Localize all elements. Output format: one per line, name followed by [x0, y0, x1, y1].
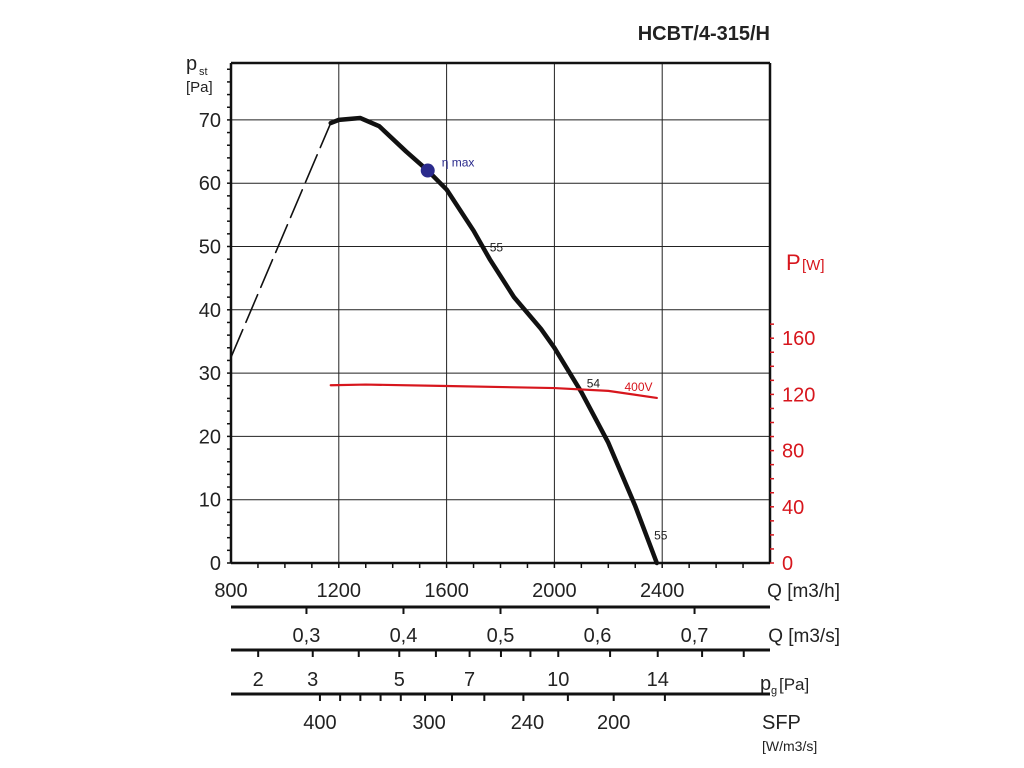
annotation-label: 54 [587, 377, 601, 391]
scale-label-pg: 7 [464, 669, 475, 691]
annotation-eta-max: η max [442, 156, 475, 170]
scale-label-q-m3s: 0,7 [681, 625, 709, 647]
scale-label-pg: 10 [547, 669, 569, 691]
y-tick-label: 40 [199, 300, 221, 322]
y-tick-label: 10 [199, 490, 221, 512]
y2-tick-label: 120 [782, 384, 815, 406]
scale-label-pg: 3 [307, 669, 318, 691]
x-tick-label: 2400 [640, 580, 685, 602]
y2-axis-label: P [786, 250, 801, 275]
scale-label-q-m3s: 0,4 [390, 625, 418, 647]
scale-label-q-m3s: 0,3 [293, 625, 321, 647]
y-tick-label: 0 [210, 553, 221, 575]
annotation-label: 400V [624, 380, 652, 394]
series-line-pressure-extrapolated- [230, 122, 332, 359]
scale-title-pg-unit: [Pa] [779, 675, 809, 694]
scale-label-q-m3s: 0,6 [584, 625, 612, 647]
scale-label-pg: 5 [394, 669, 405, 691]
x-tick-label: 1600 [424, 580, 469, 602]
y2-axis-unit: [W] [802, 257, 825, 274]
scale-label-q-m3s: 0,5 [487, 625, 515, 647]
y-tick-label: 60 [199, 173, 221, 195]
scale-label-pg: 14 [647, 669, 669, 691]
series-line-pressure [328, 115, 660, 566]
annotation-label: 55 [490, 241, 504, 255]
y-tick-label: 50 [199, 237, 221, 259]
y-axis-label: p [186, 53, 197, 75]
scale-unit-sfp: [W/m3/s] [762, 738, 817, 754]
scale-title-sfp: SFP [762, 712, 801, 734]
x-tick-label: 1200 [317, 580, 362, 602]
chart-title: HCBT/4-315/H [638, 23, 770, 45]
scale-title-pg: p [760, 673, 771, 695]
scale-label-sfp: 400 [303, 712, 336, 734]
y2-tick-label: 0 [782, 553, 793, 575]
x-tick-label: 800 [214, 580, 247, 602]
eta-max-marker [420, 163, 435, 178]
series-line-400v [329, 383, 658, 400]
scale-label-sfp: 300 [412, 712, 445, 734]
scale-title-q-m3s: Q [m3/s] [768, 626, 840, 647]
annotation-label: 55 [654, 529, 668, 543]
scale-label-pg: 2 [253, 669, 264, 691]
x-axis-label: Q [m3/h] [767, 581, 840, 602]
y-tick-label: 30 [199, 363, 221, 385]
x-tick-label: 2000 [532, 580, 577, 602]
scale-title-pg-sub: g [771, 685, 777, 697]
y-tick-label: 70 [199, 110, 221, 132]
y-axis-label-sub: st [199, 66, 208, 78]
scale-label-sfp: 240 [511, 712, 544, 734]
y2-tick-label: 80 [782, 441, 804, 463]
y2-tick-label: 40 [782, 497, 804, 519]
y-axis-unit: [Pa] [186, 79, 213, 96]
y2-tick-label: 160 [782, 328, 815, 350]
y-tick-label: 20 [199, 426, 221, 448]
scale-label-sfp: 200 [597, 712, 630, 734]
